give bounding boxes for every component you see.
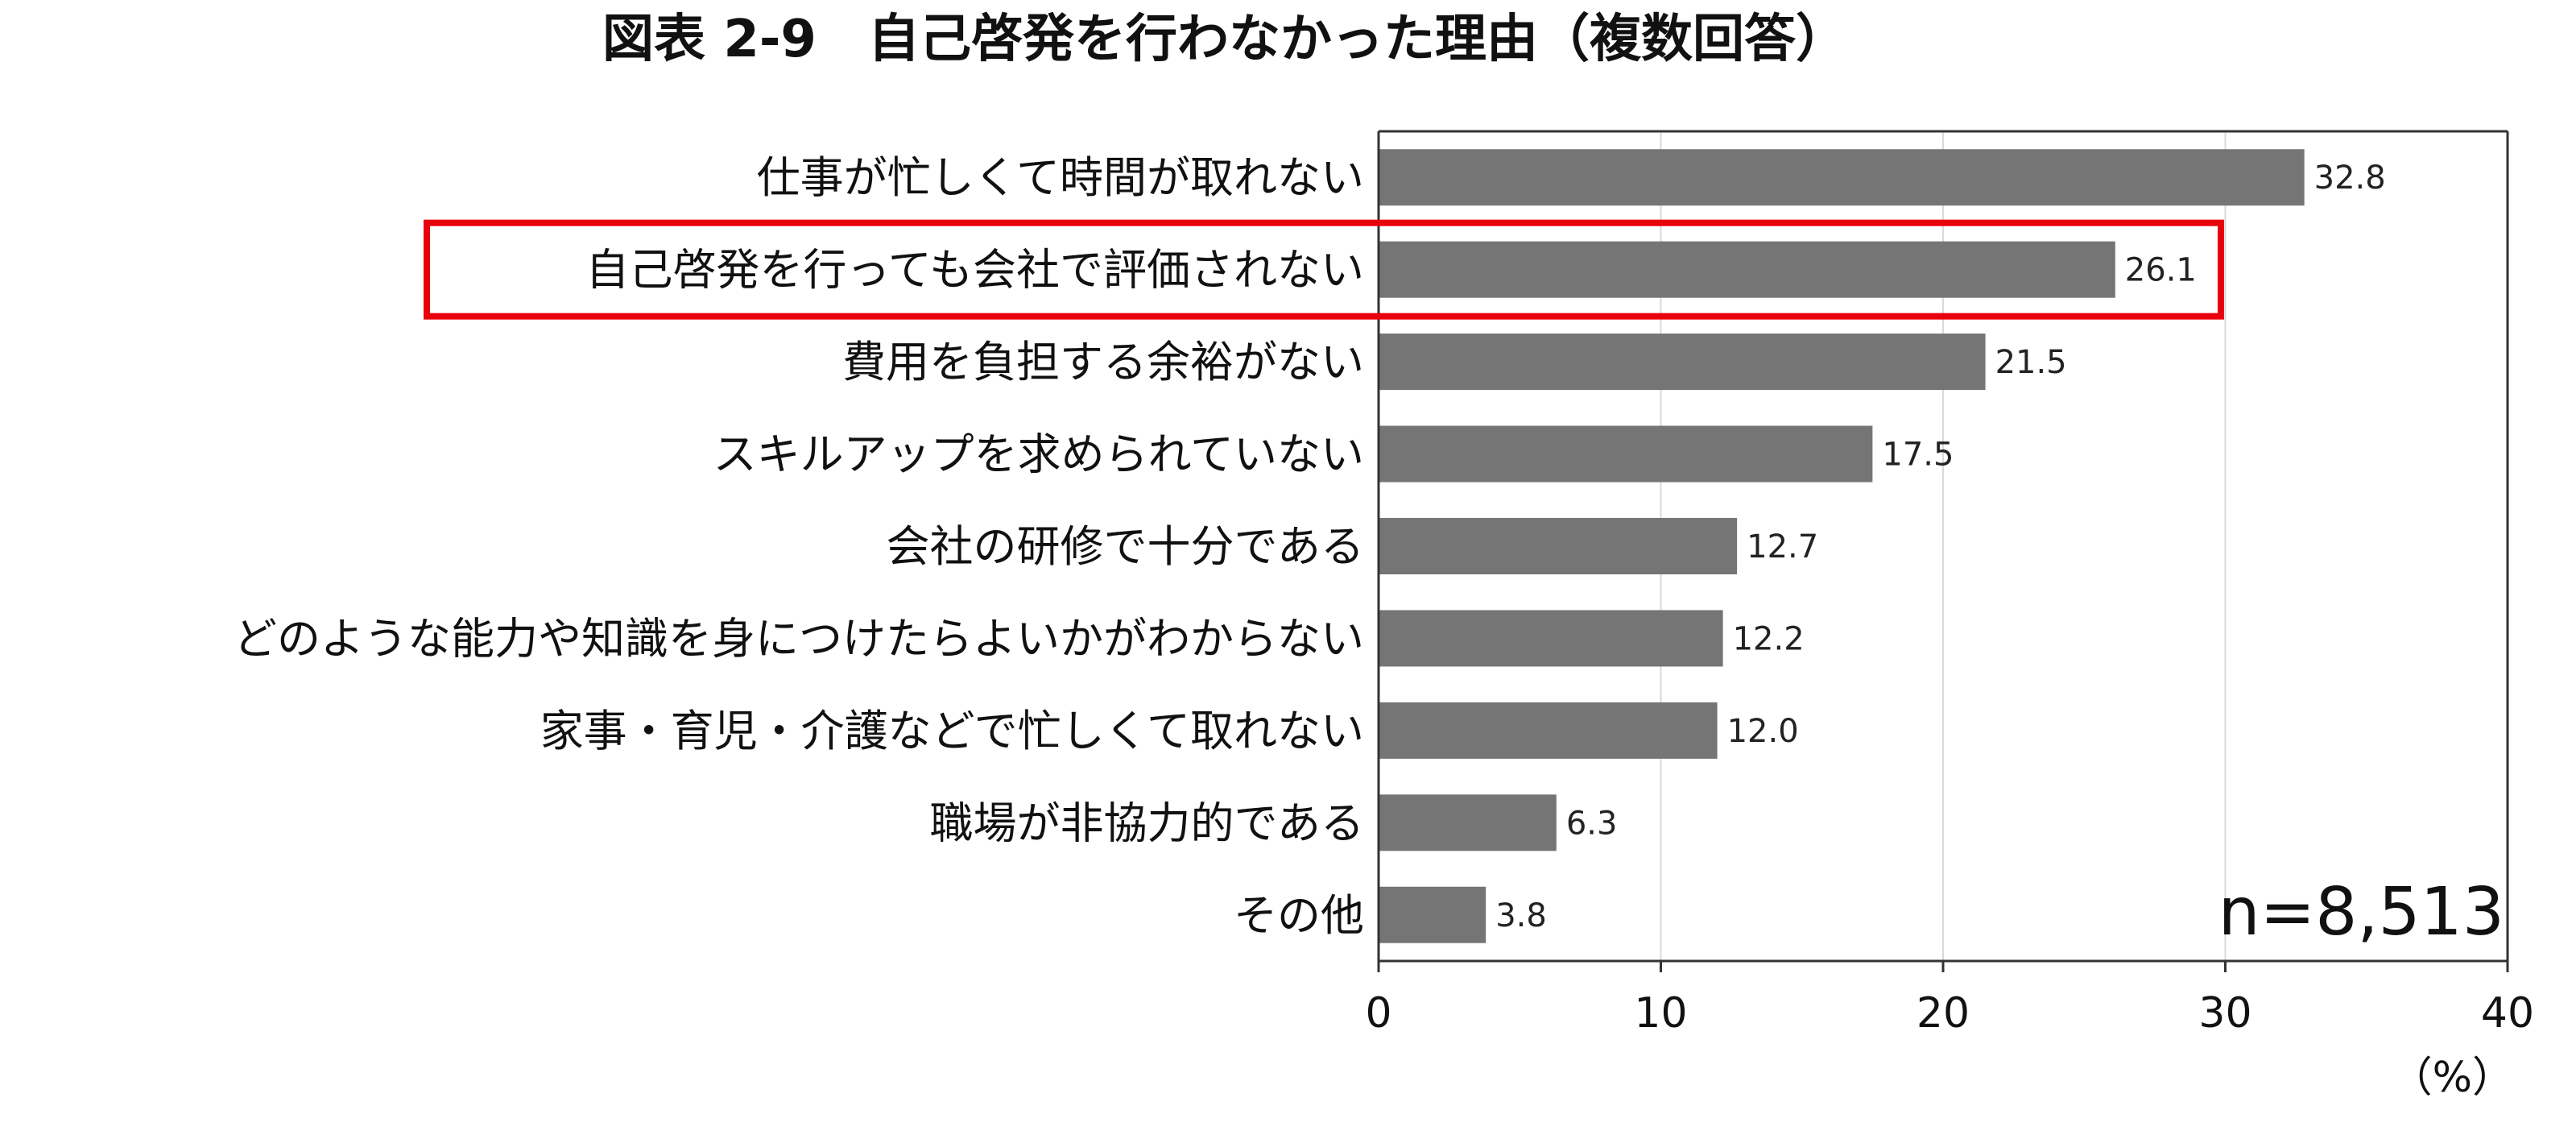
category-label: 職場が非協力的である xyxy=(930,797,1364,848)
bars xyxy=(1379,149,2305,943)
bar xyxy=(1379,149,2305,206)
value-label: 21.5 xyxy=(1995,344,2067,381)
bar xyxy=(1379,425,1873,483)
x-tick-label: 0 xyxy=(1365,989,1391,1038)
category-label: どのような能力や知識を身につけたらよいかがわからない xyxy=(234,613,1364,664)
category-label: 仕事が忙しくて時間が取れない xyxy=(757,152,1364,203)
value-label: 12.0 xyxy=(1727,713,1799,750)
category-label: 会社の研修で十分である xyxy=(887,521,1364,572)
bar xyxy=(1379,794,1557,851)
bar xyxy=(1379,610,1723,667)
category-label: 費用を負担する余裕がない xyxy=(842,337,1364,387)
category-labels: 仕事が忙しくて時間が取れない自己啓発を行っても会社で評価されない費用を負担する余… xyxy=(234,152,1364,941)
category-label: 自己啓発を行っても会社で評価されない xyxy=(585,245,1364,296)
category-label: 家事・育児・介護などで忙しくて取れない xyxy=(540,706,1364,756)
value-label: 6.3 xyxy=(1566,805,1618,842)
bar xyxy=(1379,333,1986,391)
bar xyxy=(1379,518,1738,574)
bar xyxy=(1379,241,2115,298)
value-label: 12.7 xyxy=(1747,528,1818,565)
x-tick-labels: 0 10 20 30 40 xyxy=(1365,989,2534,1038)
value-label: 32.8 xyxy=(2314,159,2386,197)
x-tick-label: 40 xyxy=(2481,989,2534,1038)
x-tick-label: 30 xyxy=(2198,989,2251,1038)
value-label: 26.1 xyxy=(2125,252,2197,289)
value-label: 17.5 xyxy=(1882,437,1954,474)
category-label: スキルアップを求められていない xyxy=(713,429,1364,480)
bar xyxy=(1379,702,1718,759)
chart-title: 図表 2-9 自己啓発を行わなかった理由（複数回答） xyxy=(602,10,1847,69)
category-label: その他 xyxy=(1234,890,1364,941)
value-label: 3.8 xyxy=(1495,897,1547,934)
sample-size-annotation: n=8,513 xyxy=(2218,874,2504,951)
bar xyxy=(1379,886,1486,943)
axes xyxy=(1377,130,2509,963)
x-tick-label: 20 xyxy=(1916,989,1970,1038)
highlight-box xyxy=(424,219,2224,320)
x-axis-unit: （%） xyxy=(2391,1054,2514,1102)
x-tick-label: 10 xyxy=(1634,989,1687,1038)
value-label: 12.2 xyxy=(1733,620,1805,657)
value-labels: 32.8 26.1 21.5 17.5 12.7 12.2 12.0 6.3 3.8 xyxy=(1495,159,2386,934)
